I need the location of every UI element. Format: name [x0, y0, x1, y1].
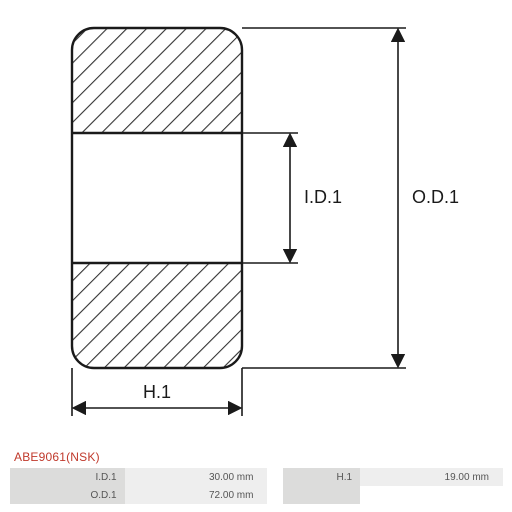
table-row: O.D.1 72.00 mm — [10, 486, 503, 504]
part-number: ABE9061(NSK) — [14, 450, 100, 464]
h1-label: H.1 — [143, 382, 171, 402]
spec-table: I.D.1 30.00 mm H.1 19.00 mm O.D.1 72.00 … — [10, 468, 503, 504]
spec-od1-value: 72.00 mm — [125, 486, 268, 504]
spec-id1-value: 30.00 mm — [125, 468, 268, 486]
spec-od1-label: O.D.1 — [10, 486, 125, 504]
spec-h1-label: H.1 — [283, 468, 360, 486]
spec-id1-label: I.D.1 — [10, 468, 125, 486]
spec-h1-value: 19.00 mm — [360, 468, 503, 486]
bearing-cross-section-diagram: O.D.1 I.D.1 H.1 — [8, 8, 504, 438]
od1-label: O.D.1 — [412, 187, 459, 207]
id1-label: I.D.1 — [304, 187, 342, 207]
table-row: I.D.1 30.00 mm H.1 19.00 mm — [10, 468, 503, 486]
